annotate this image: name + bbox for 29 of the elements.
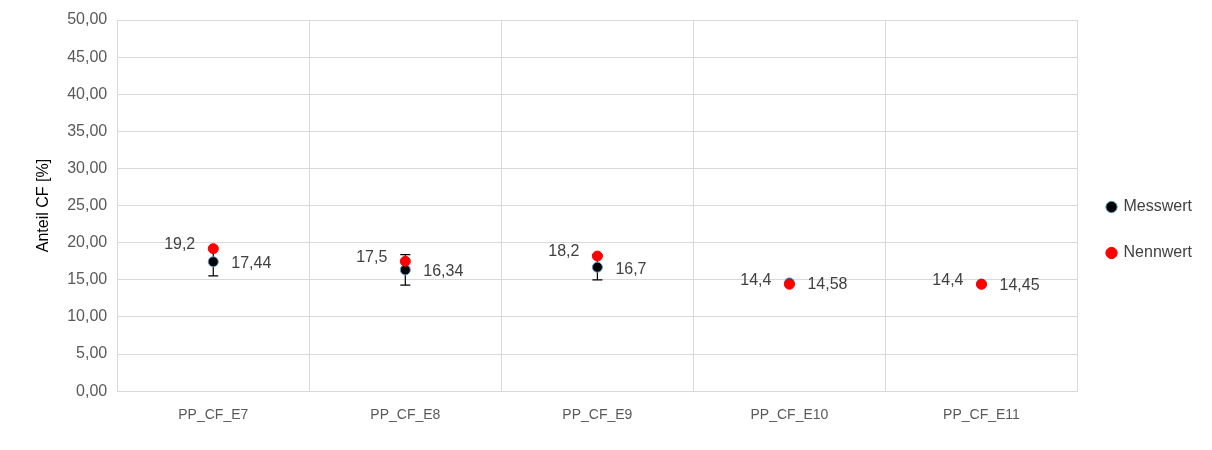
data-label: 16,7 — [615, 259, 647, 277]
data-label: 14,4 — [932, 270, 964, 288]
x-tick-label: PP_CF_E7 — [178, 406, 249, 423]
legend-label: Nennwert — [1123, 243, 1193, 261]
data-label: 17,44 — [231, 254, 272, 272]
legend-label: Messwert — [1123, 197, 1193, 215]
x-tick-label: PP_CF_E11 — [943, 406, 1021, 423]
data-label: 14,45 — [999, 276, 1040, 294]
x-tick-label: PP_CF_E10 — [750, 406, 829, 423]
data-label: 18,2 — [548, 242, 580, 260]
data-label: 14,4 — [740, 270, 772, 288]
data-label: 16,34 — [423, 262, 464, 280]
data-label: 17,5 — [356, 247, 388, 265]
y-tick-label: 50,00 — [67, 10, 108, 28]
y-tick-label: 25,00 — [67, 196, 108, 214]
data-label: 14,58 — [807, 275, 848, 293]
y-tick-label: 30,00 — [67, 158, 108, 176]
y-tick-label: 15,00 — [67, 270, 108, 288]
y-tick-label: 35,00 — [67, 121, 108, 139]
y-tick-label: 20,00 — [67, 233, 108, 251]
y-axis-title: Anteil CF [%] — [34, 158, 52, 253]
data-label: 19,2 — [164, 235, 196, 253]
y-tick-label: 0,00 — [76, 381, 108, 399]
x-tick-label: PP_CF_E8 — [370, 406, 441, 423]
x-tick-label: PP_CF_E9 — [562, 406, 633, 423]
y-tick-label: 45,00 — [67, 47, 108, 65]
y-tick-label: 5,00 — [76, 344, 108, 362]
y-tick-label: 10,00 — [67, 307, 108, 325]
y-tick-label: 40,00 — [67, 84, 108, 102]
